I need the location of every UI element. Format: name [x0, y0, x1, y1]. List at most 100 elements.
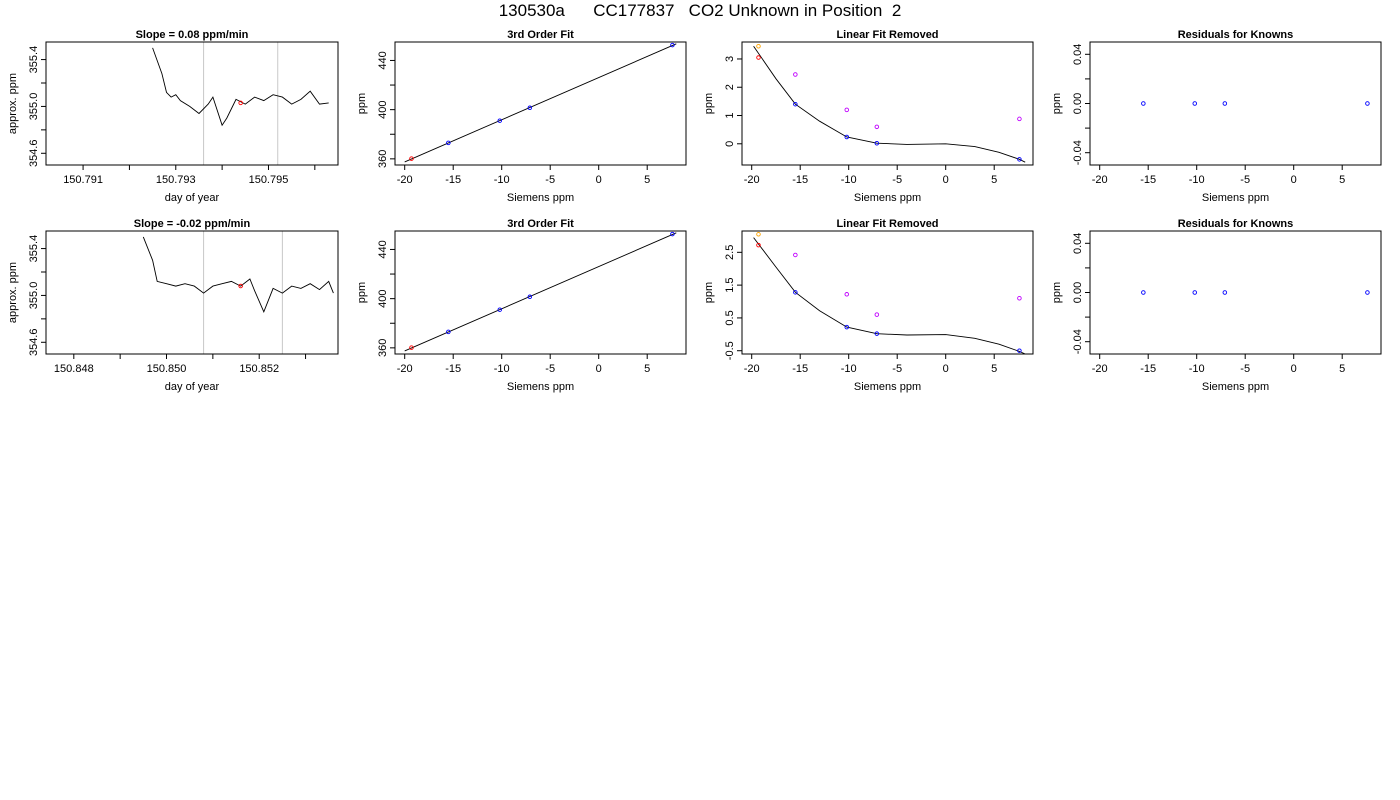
y-tick-label: -0.04 — [1072, 329, 1084, 354]
y-tick-label: 0 — [724, 141, 736, 147]
data-point — [793, 252, 798, 258]
data-point — [756, 55, 761, 60]
plot-frame — [45, 230, 339, 355]
plot-area — [152, 42, 329, 165]
x-tick-label: 5 — [1339, 363, 1345, 375]
y-axis-label: ppm — [356, 282, 368, 303]
data-point — [409, 156, 414, 161]
y-tick-label: 1 — [724, 112, 736, 118]
chart-title: 3rd Order Fit — [507, 218, 574, 230]
data-point — [238, 283, 243, 289]
y-axis-label: ppm — [1051, 93, 1063, 114]
chart-panel-2: 3rd Order Fit -20 -15 -10 -5 0 5 360 400 440 Sieme… — [356, 29, 687, 204]
y-tick-label: 355.0 — [28, 282, 40, 310]
plot-frame — [394, 230, 687, 355]
data-point — [874, 312, 880, 317]
x-tick-label: -10 — [841, 363, 857, 375]
x-tick-label: -20 — [744, 174, 760, 186]
data-point — [1017, 295, 1022, 301]
x-tick-label: 150.791 — [63, 174, 103, 186]
data-point — [1017, 116, 1022, 122]
data-point — [1192, 290, 1198, 295]
data-point — [793, 101, 798, 107]
data-point — [1017, 348, 1022, 353]
data-point — [497, 118, 503, 123]
data-point — [409, 345, 414, 350]
y-tick-label: 0.00 — [1072, 93, 1084, 114]
x-tick-label: -10 — [494, 363, 510, 375]
y-tick-label: 0.04 — [1072, 44, 1084, 65]
fit-curve — [753, 237, 1026, 354]
x-axis-label: day of year — [165, 381, 220, 393]
data-point — [793, 290, 798, 295]
chart-title: Residuals for Knowns — [1178, 29, 1294, 41]
plot-area — [404, 42, 677, 163]
y-tick-label: 355.4 — [28, 235, 40, 263]
data-point — [756, 232, 761, 237]
chart-title: Slope = -0.02 ppm/min — [134, 218, 251, 230]
fit-line — [404, 43, 677, 163]
y-axis-label: ppm — [356, 93, 368, 114]
x-tick-label: 0 — [596, 363, 602, 375]
x-tick-label: 150.848 — [54, 363, 94, 375]
data-point — [874, 331, 880, 336]
data-point — [527, 294, 533, 300]
data-point — [844, 107, 850, 113]
plot-area — [404, 231, 677, 352]
y-axis-label: approx. ppm — [7, 262, 19, 323]
plot-frame — [1089, 230, 1382, 355]
y-axis-label: ppm — [703, 93, 715, 114]
page-title: 130530a CC177837 CO2 Unknown in Position… — [498, 1, 902, 20]
plot-area — [753, 43, 1026, 163]
x-tick-label: -5 — [1240, 174, 1250, 186]
data-series-line — [142, 236, 334, 313]
x-tick-label: 5 — [991, 363, 997, 375]
y-tick-label: 400 — [377, 100, 389, 118]
data-point — [1141, 290, 1146, 295]
y-tick-label: 2 — [724, 84, 736, 90]
x-axis-label: Siemens ppm — [1202, 381, 1269, 393]
data-point — [238, 100, 243, 106]
chart-panel-6: 3rd Order Fit -20 -15 -10 -5 0 5 360 400 440 Sieme… — [356, 218, 687, 393]
chart-panel-8: Residuals for Knowns -20 -15 -10 -5 0 5 -0.04 0.… — [1051, 218, 1382, 393]
y-axis-label: ppm — [1051, 282, 1063, 303]
data-point — [1017, 157, 1022, 162]
plot-area — [1141, 290, 1370, 295]
x-tick-label: -5 — [545, 174, 555, 186]
x-tick-label: 5 — [1339, 174, 1345, 186]
x-axis-label: Siemens ppm — [854, 192, 921, 204]
chart-title: Linear Fit Removed — [836, 218, 938, 230]
y-tick-label: 400 — [377, 289, 389, 307]
plot-area — [1141, 101, 1370, 106]
y-tick-label: 355.0 — [28, 93, 40, 121]
x-tick-label: -10 — [1189, 174, 1205, 186]
x-tick-label: -5 — [892, 363, 902, 375]
x-tick-label: 0 — [596, 174, 602, 186]
x-tick-label: 5 — [991, 174, 997, 186]
x-tick-label: -5 — [545, 363, 555, 375]
data-point — [670, 42, 675, 48]
x-tick-label: 0 — [1291, 363, 1297, 375]
x-tick-label: 150.795 — [249, 174, 289, 186]
data-point — [670, 231, 675, 237]
chart-title: 3rd Order Fit — [507, 29, 574, 41]
data-point — [1192, 101, 1198, 106]
y-tick-label: 354.6 — [28, 140, 40, 168]
plot-area — [142, 231, 334, 354]
x-tick-label: -15 — [445, 174, 461, 186]
data-series-line — [152, 47, 329, 127]
chart-panel-5: Slope = -0.02 ppm/min 150.848 150.850 150.8… — [7, 218, 339, 393]
chart-panel-7: Linear Fit Removed -20 -15 -10 -5 0 5 -0.5 0.5 1.… — [703, 218, 1034, 393]
y-tick-label: 360 — [377, 339, 389, 357]
data-point — [1365, 290, 1370, 295]
y-tick-label: 354.6 — [28, 329, 40, 357]
x-axis-label: day of year — [165, 192, 220, 204]
y-axis-label: ppm — [703, 282, 715, 303]
x-tick-label: 0 — [943, 363, 949, 375]
data-point — [1141, 101, 1146, 106]
plot-frame — [394, 41, 687, 166]
data-point — [497, 307, 503, 312]
x-tick-label: -10 — [494, 174, 510, 186]
plot-frame — [741, 41, 1034, 166]
